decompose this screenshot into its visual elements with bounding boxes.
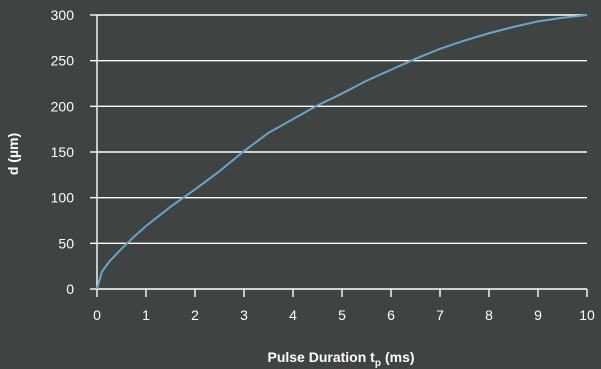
x-tick-label: 2 xyxy=(191,307,199,323)
x-axis-title: Pulse Duration tp (ms) xyxy=(267,349,414,369)
x-tick-label: 8 xyxy=(485,307,493,323)
x-tick-label: 7 xyxy=(436,307,444,323)
series-group xyxy=(96,14,588,290)
y-tick-label: 200 xyxy=(51,98,75,114)
y-tick-label: 250 xyxy=(51,53,75,69)
y-tick-label: 300 xyxy=(51,7,75,23)
y-tick-label: 0 xyxy=(66,281,74,297)
y-axis-title: d (µm) xyxy=(5,133,21,175)
x-tick-label: 1 xyxy=(142,307,150,323)
y-tick-label: 50 xyxy=(58,235,74,251)
y-tick-labels: 0 50 100 150 200 250 300 xyxy=(51,7,75,297)
x-tick-label: 9 xyxy=(534,307,542,323)
tick-marks xyxy=(90,14,588,297)
y-tick-label: 100 xyxy=(51,190,75,206)
x-tick-label: 4 xyxy=(289,307,297,323)
x-tick-label: 3 xyxy=(240,307,248,323)
y-tick-label: 150 xyxy=(51,144,75,160)
x-tick-label: 10 xyxy=(579,307,595,323)
x-tick-label: 5 xyxy=(338,307,346,323)
x-tick-label: 0 xyxy=(93,307,101,323)
x-tick-labels: 0 1 2 3 4 5 6 7 8 9 10 xyxy=(93,307,595,323)
x-tick-label: 6 xyxy=(387,307,395,323)
series-line xyxy=(96,14,588,290)
gridlines xyxy=(97,14,587,245)
